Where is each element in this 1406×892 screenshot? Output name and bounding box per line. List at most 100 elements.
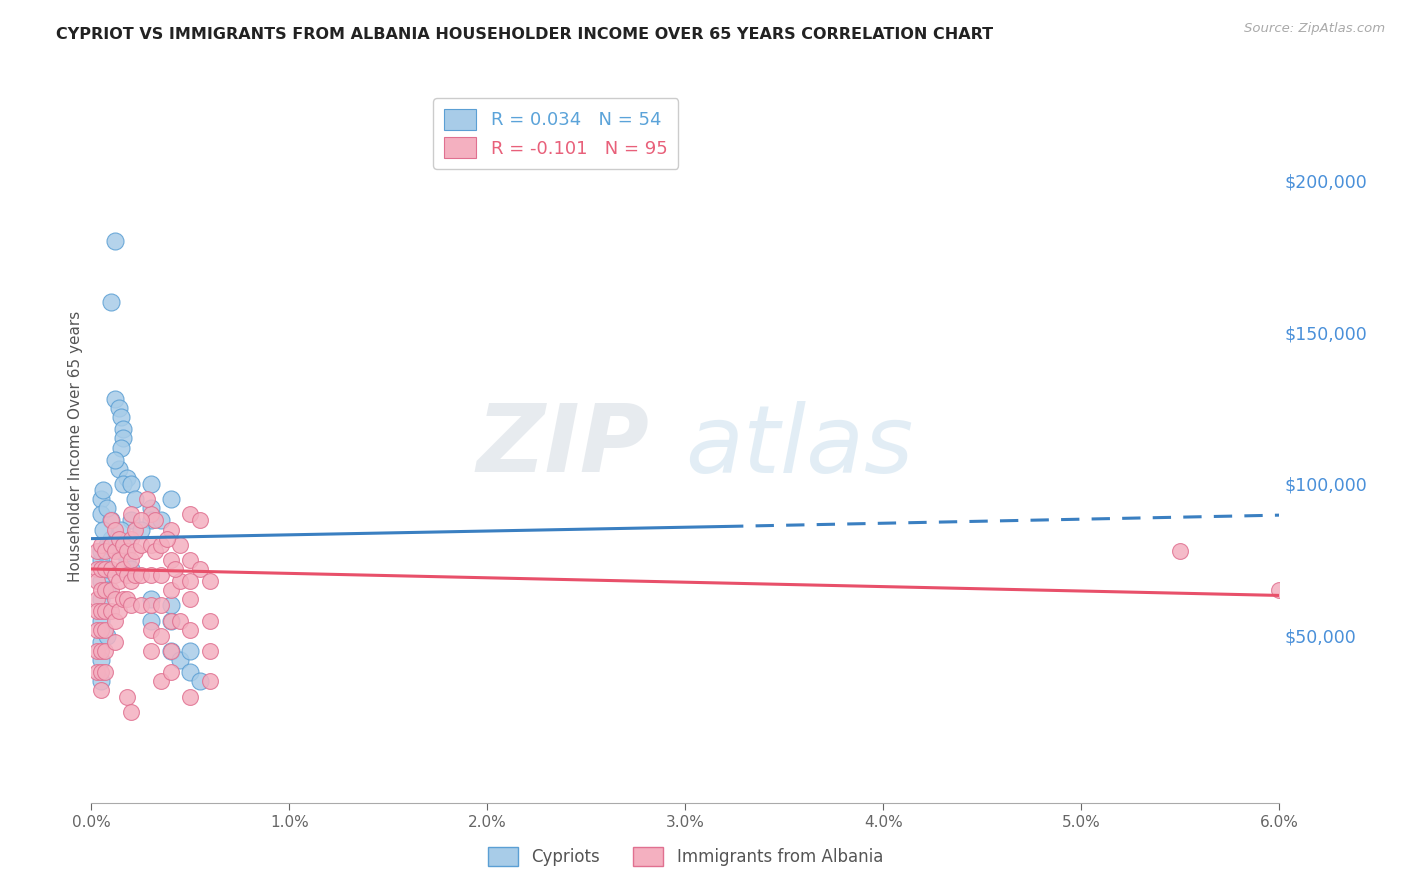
Point	[159, 553, 181, 567]
Point	[179, 623, 201, 637]
Legend: Cypriots, Immigrants from Albania: Cypriots, Immigrants from Albania	[481, 840, 890, 873]
Point	[96, 501, 118, 516]
Point	[115, 568, 138, 582]
Point	[159, 523, 181, 537]
Point	[108, 462, 131, 476]
Point	[90, 583, 112, 598]
Point	[129, 513, 152, 527]
Point	[94, 583, 117, 598]
Point	[120, 477, 142, 491]
Point	[179, 665, 201, 680]
Point	[90, 605, 112, 619]
Point	[179, 690, 201, 704]
Point	[143, 543, 166, 558]
Point	[200, 574, 222, 588]
Point	[120, 553, 142, 567]
Point	[100, 583, 122, 598]
Point	[188, 674, 211, 689]
Point	[169, 653, 191, 667]
Point	[90, 508, 112, 522]
Point	[94, 644, 117, 658]
Point	[90, 623, 112, 637]
Point	[100, 532, 122, 546]
Point	[86, 543, 108, 558]
Point	[100, 605, 122, 619]
Point	[90, 683, 112, 698]
Point	[112, 477, 135, 491]
Point	[110, 523, 132, 537]
Point	[135, 492, 157, 507]
Point	[179, 553, 201, 567]
Point	[115, 471, 138, 485]
Point	[159, 644, 181, 658]
Point	[104, 234, 127, 248]
Point	[188, 513, 211, 527]
Text: CYPRIOT VS IMMIGRANTS FROM ALBANIA HOUSEHOLDER INCOME OVER 65 YEARS CORRELATION : CYPRIOT VS IMMIGRANTS FROM ALBANIA HOUSE…	[56, 27, 994, 42]
Point	[90, 644, 112, 658]
Point	[169, 574, 191, 588]
Point	[169, 614, 191, 628]
Point	[104, 392, 127, 406]
Point	[139, 614, 162, 628]
Point	[100, 294, 122, 309]
Point	[112, 431, 135, 445]
Point	[86, 592, 108, 607]
Point	[86, 644, 108, 658]
Point	[159, 614, 181, 628]
Point	[110, 441, 132, 455]
Point	[112, 592, 135, 607]
Point	[139, 477, 162, 491]
Point	[108, 532, 131, 546]
Point	[90, 562, 112, 576]
Point	[149, 674, 172, 689]
Point	[90, 553, 112, 567]
Point	[179, 574, 201, 588]
Point	[124, 543, 146, 558]
Point	[115, 543, 138, 558]
Point	[90, 653, 112, 667]
Point	[94, 543, 117, 558]
Point	[86, 562, 108, 576]
Point	[149, 629, 172, 643]
Point	[96, 562, 118, 576]
Point	[94, 562, 117, 576]
Point	[104, 523, 127, 537]
Point	[90, 665, 112, 680]
Point	[90, 635, 112, 649]
Point	[108, 574, 131, 588]
Point	[104, 614, 127, 628]
Point	[159, 492, 181, 507]
Point	[159, 583, 181, 598]
Point	[163, 562, 186, 576]
Point	[104, 543, 127, 558]
Point	[120, 599, 142, 613]
Point	[94, 665, 117, 680]
Point	[108, 553, 131, 567]
Point	[120, 532, 142, 546]
Point	[200, 614, 222, 628]
Point	[179, 592, 201, 607]
Point	[149, 538, 172, 552]
Y-axis label: Householder Income Over 65 years: Householder Income Over 65 years	[67, 310, 83, 582]
Point	[179, 644, 201, 658]
Point	[200, 674, 222, 689]
Point	[139, 592, 162, 607]
Point	[104, 635, 127, 649]
Point	[129, 523, 152, 537]
Point	[104, 568, 127, 582]
Point	[156, 532, 179, 546]
Point	[200, 644, 222, 658]
Point	[112, 562, 135, 576]
Point	[149, 599, 172, 613]
Point	[100, 562, 122, 576]
Point	[90, 543, 112, 558]
Point	[129, 568, 152, 582]
Point	[94, 623, 117, 637]
Point	[139, 599, 162, 613]
Point	[1170, 543, 1192, 558]
Point	[159, 599, 181, 613]
Point	[188, 562, 211, 576]
Point	[124, 568, 146, 582]
Point	[115, 553, 138, 567]
Point	[100, 538, 122, 552]
